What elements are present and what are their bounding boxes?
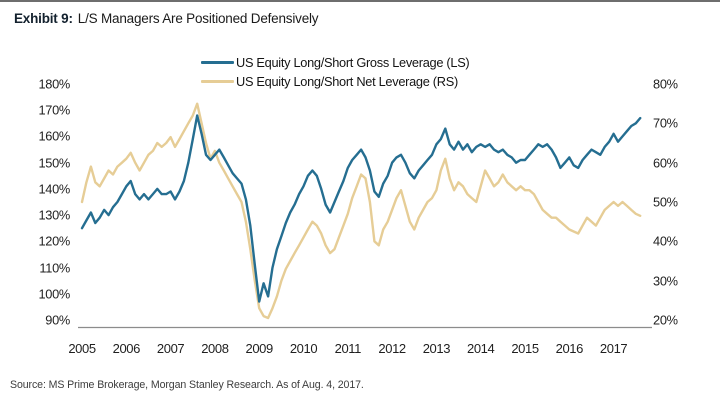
left-axis-tick-label: 140% (38, 181, 70, 197)
x-axis-tick-label: 2009 (245, 341, 274, 356)
right-axis-tick-label: 20% (653, 312, 678, 328)
left-axis-tick-label: 150% (38, 155, 70, 171)
legend-label-net-leverage: US Equity Long/Short Net Leverage (RS) (236, 74, 458, 89)
x-axis-tick-label: 2016 (555, 341, 584, 356)
x-axis-tick-label: 2010 (289, 341, 318, 356)
x-axis-tick-label: 2014 (467, 341, 495, 356)
x-axis-tick-label: 2008 (201, 341, 229, 356)
left-axis-tick-label: 90% (45, 312, 70, 328)
right-axis-tick-label: 80% (653, 76, 678, 92)
x-axis-tick-label: 2012 (378, 341, 406, 356)
page-title: Exhibit 9: L/S Managers Are Positioned De… (14, 11, 319, 26)
right-axis-tick-label: 30% (653, 273, 678, 289)
left-axis-tick-label: 130% (38, 207, 70, 223)
legend-item-net-leverage: US Equity Long/Short Net Leverage (RS) (201, 72, 469, 91)
right-axis-tick-label: 50% (653, 194, 678, 210)
right-axis-tick-label: 70% (653, 115, 678, 131)
left-axis-tick-label: 120% (38, 233, 70, 249)
x-axis-tick-label: 2015 (511, 341, 539, 356)
net-leverage-line (80, 102, 642, 320)
x-axis-tick-label: 2011 (334, 341, 362, 356)
gross-leverage-line (80, 114, 642, 303)
exhibit-title-text: L/S Managers Are Positioned Defensively (77, 11, 319, 26)
left-axis-tick-label: 160% (38, 128, 70, 144)
right-axis-tick-label: 60% (653, 155, 678, 171)
source-note: Source: MS Prime Brokerage, Morgan Stanl… (10, 379, 364, 391)
left-axis-tick-label: 100% (38, 286, 70, 302)
x-axis-tick-label: 2006 (112, 341, 141, 356)
exhibit-number-label: Exhibit 9: (14, 11, 73, 26)
x-axis-tick-label: 2013 (422, 341, 451, 356)
left-axis-tick-label: 170% (38, 102, 70, 118)
chart-legend: US Equity Long/Short Gross Leverage (LS)… (201, 53, 470, 91)
x-axis-tick-label: 2005 (68, 341, 96, 356)
x-axis-tick-label: 2007 (156, 341, 185, 356)
right-axis-tick-label: 40% (653, 233, 678, 249)
x-axis-tick-label: 2017 (599, 341, 628, 356)
net-leverage-line-swatch-icon (201, 79, 234, 84)
legend-label-gross-leverage: US Equity Long/Short Gross Leverage (LS) (236, 55, 470, 70)
gross-leverage-line-swatch-icon (201, 60, 234, 65)
left-axis-tick-label: 110% (39, 260, 70, 276)
left-axis-tick-label: 180% (38, 76, 70, 92)
legend-item-gross-leverage: US Equity Long/Short Gross Leverage (LS) (201, 53, 470, 72)
